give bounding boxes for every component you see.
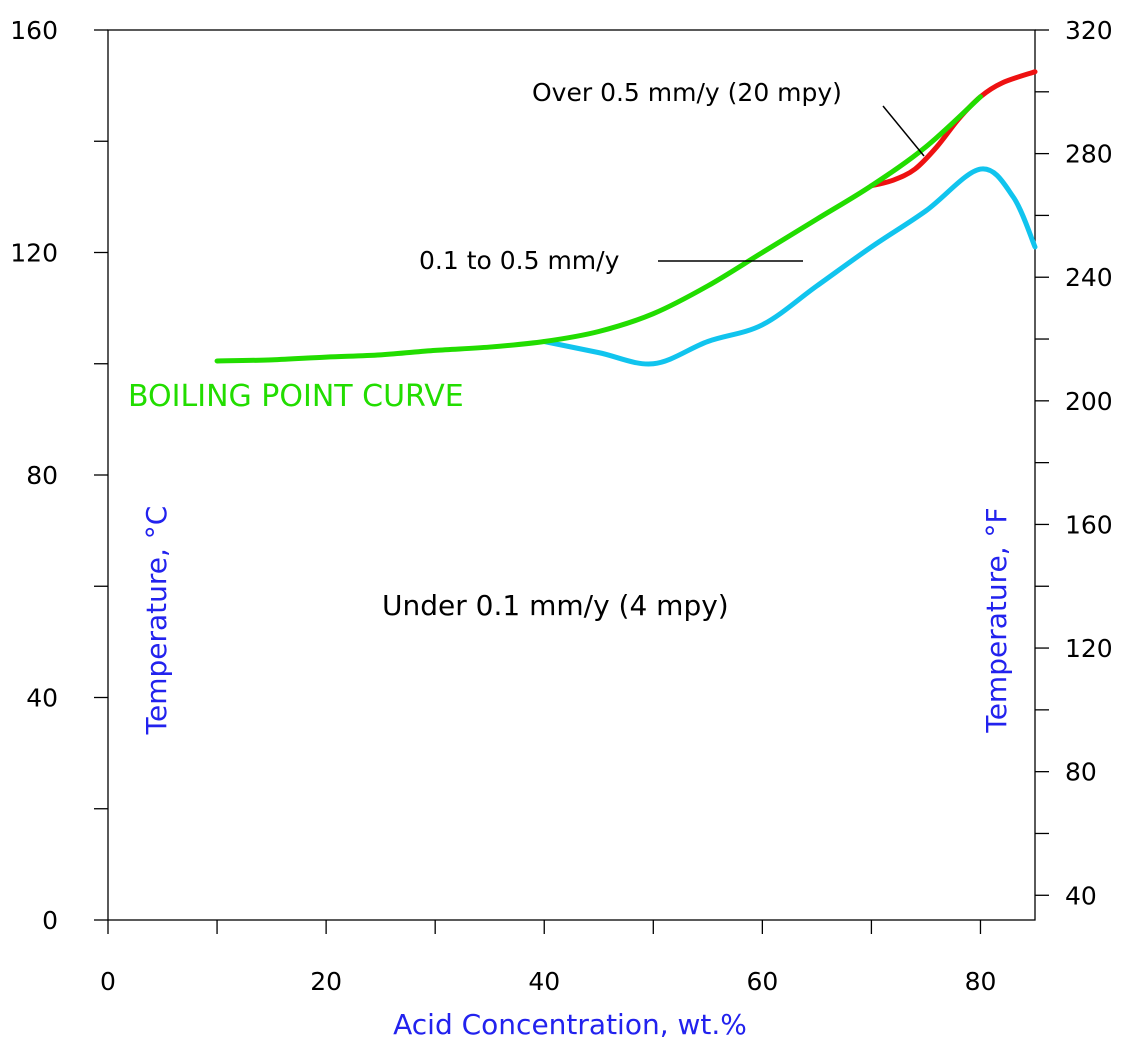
- x-tick-label: 0: [100, 967, 116, 996]
- annotation-mid: 0.1 to 0.5 mm/y: [419, 246, 620, 275]
- y2-tick-label: 320: [1065, 16, 1113, 45]
- annotation-under: Under 0.1 mm/y (4 mpy): [382, 589, 729, 622]
- y-tick-label: 0: [42, 906, 58, 935]
- upper-isocorrosion-curve: [868, 69, 1038, 189]
- y2-tick-label: 120: [1065, 634, 1113, 663]
- annotation-boiling: BOILING POINT CURVE: [128, 379, 464, 414]
- annotation-over: Over 0.5 mm/y (20 mpy): [532, 78, 842, 107]
- plot-frame: [107, 29, 1036, 921]
- y-tick-label: 40: [26, 684, 58, 713]
- x-tick-label: 20: [310, 967, 342, 996]
- y-tick-label: 80: [26, 461, 58, 490]
- y-tick-label: 160: [10, 16, 58, 45]
- lower-isocorrosion-curve: [541, 166, 1038, 367]
- x-tick-label: 60: [746, 967, 778, 996]
- y2-tick-label: 200: [1065, 387, 1113, 416]
- y-tick-label: 120: [10, 239, 58, 268]
- annotation-over-pointer: [882, 105, 925, 157]
- x-tick-label: 80: [965, 967, 997, 996]
- y2-tick-label: 160: [1065, 510, 1113, 539]
- y2-tick-label: 80: [1065, 758, 1097, 787]
- x-tick-label: 40: [528, 967, 560, 996]
- y2-axis-label: Temperature, °F: [980, 507, 1013, 733]
- boiling-point-curve: [214, 94, 983, 364]
- y2-tick-label: 40: [1065, 881, 1097, 910]
- y-axis-label: Temperature, °C: [140, 506, 173, 736]
- y2-tick-label: 280: [1065, 140, 1113, 169]
- y2-tick-label: 240: [1065, 263, 1113, 292]
- x-axis-label: Acid Concentration, wt.%: [393, 1008, 747, 1038]
